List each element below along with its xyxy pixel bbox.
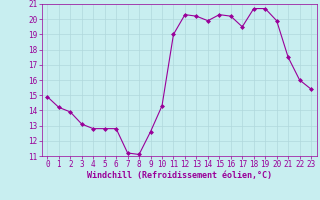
X-axis label: Windchill (Refroidissement éolien,°C): Windchill (Refroidissement éolien,°C) — [87, 171, 272, 180]
